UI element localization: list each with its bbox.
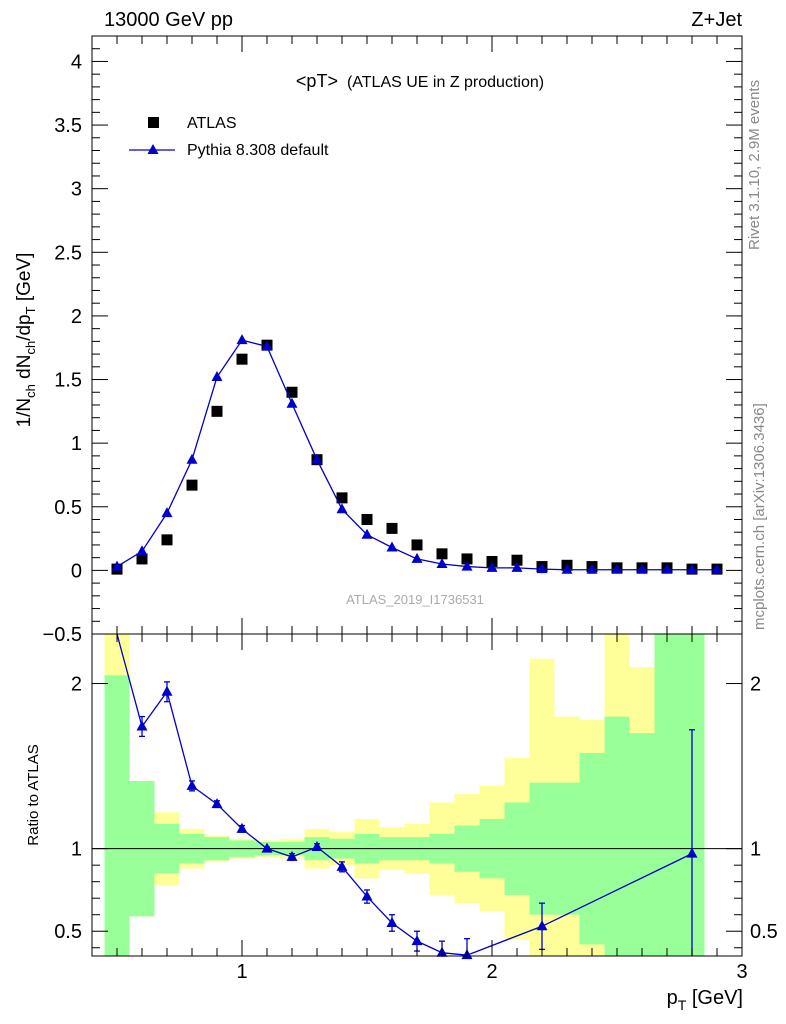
ratio-point [311,841,323,852]
pythia-point [186,453,198,464]
atlas-point [211,405,223,417]
legend-atlas-label: ATLAS [187,115,237,132]
atlas-point [336,492,348,504]
analysis-watermark: ATLAS_2019_I1736531 [346,592,484,607]
atlas-point [511,554,523,566]
atlas-point [236,353,248,365]
atlas-point [161,534,173,546]
ratio-y-tick-label-right: 0.5 [750,921,778,943]
ratio-point [386,916,398,927]
pythia-point [686,563,698,574]
legend-atlas-marker [148,117,159,128]
ratio-bands [92,634,742,956]
main-ylabel: 1/Nch dNch/dpT [GeV] [14,253,38,428]
atlas-point [486,555,498,567]
band-inner [654,634,680,956]
main-data-layer [111,334,723,575]
plot-title: <pT> (ATLAS UE in Z production) [296,71,544,91]
header-right: Z+Jet [691,9,742,31]
pythia-point [511,561,523,572]
band-inner [629,733,655,956]
legend-pythia-label: Pythia 8.308 default [187,142,329,159]
pythia-point [136,545,148,556]
ratio-point [261,842,273,853]
ratio-point [536,920,548,931]
main-y-tick-label: 2 [71,306,82,328]
ratio-point [211,798,223,809]
atlas-point [286,386,298,398]
ratio-point [686,847,698,858]
main-y-tick-label: 3 [71,179,82,201]
band-inner [604,716,630,956]
axes-layer: 1 2 3 −0.5 0 0.5 1 1.5 2 2.5 3 3.5 4 0.5 0.5 1 1 2 2 [43,35,778,983]
main-y-tick-label: 3.5 [54,115,82,137]
ratio-y-tick-label-right: 2 [750,674,761,696]
main-y-tick-label: 1.5 [54,370,82,392]
pythia-line [116,339,717,571]
pythia-point [261,340,273,351]
pythia-point [161,507,173,518]
plot-title-main: <pT> [296,71,338,91]
atlas-point [386,522,398,534]
pythia-point [536,563,548,574]
ratio-point [361,890,373,901]
x-tick-label: 1 [236,961,247,983]
atlas-point [411,539,423,551]
pythia-point [111,560,123,571]
main-y-tick-label: 0 [71,560,82,582]
ratio-point [336,860,348,871]
ratio-ylabel: Ratio to ATLAS [25,744,42,845]
plot-title-sub: (ATLAS UE in Z production) [347,74,544,91]
atlas-point [136,553,148,565]
pythia-point [586,563,598,574]
main-y-tick-label: 0.5 [54,497,82,519]
ratio-point [161,685,173,696]
xlabel: pT [GeV] [667,987,743,1013]
pythia-point [236,334,248,345]
pythia-point [361,528,373,539]
ratio-y-tick-label-right: 1 [750,839,761,861]
pythia-point [486,561,498,572]
pythia-point [636,563,648,574]
pythia-point [211,370,223,381]
ratio-point [236,822,248,833]
main-y-tick-label: 4 [71,51,82,73]
ratio-y-tick-label: 1 [71,839,82,861]
ratio-point [136,720,148,731]
pythia-point [311,453,323,464]
mcplots-label: mcplots.cern.ch [arXiv:1306.3436] [751,403,768,630]
pythia-point [436,558,448,569]
legend-pythia-marker [147,144,159,154]
ratio-y-tick-label: 2 [71,674,82,696]
pythia-point [336,503,348,514]
atlas-point [436,548,448,560]
x-tick-label: 3 [736,961,747,983]
band-inner [104,675,130,956]
legend: ATLAS Pythia 8.308 default [129,115,329,159]
pythia-point [461,560,473,571]
pythia-point [286,397,298,408]
atlas-point [461,553,473,565]
ratio-point [411,935,423,946]
pythia-point [561,563,573,574]
pythia-point [661,563,673,574]
pythia-point [611,563,623,574]
main-y-tick-label: 2.5 [54,242,82,264]
main-y-tick-label: −0.5 [43,624,82,646]
ratio-point [186,779,198,790]
pythia-point [386,541,398,552]
x-tick-label: 2 [486,961,497,983]
main-y-tick-label: 1 [71,433,82,455]
ratio-point [286,850,298,861]
rivet-label: Rivet 3.1.10, 2.9M events [746,80,763,250]
atlas-point [361,513,373,525]
pythia-point [711,563,723,574]
atlas-point [186,479,198,491]
pythia-point [411,552,423,563]
ratio-y-tick-label: 0.5 [54,921,82,943]
header-left: 13000 GeV pp [104,9,233,31]
